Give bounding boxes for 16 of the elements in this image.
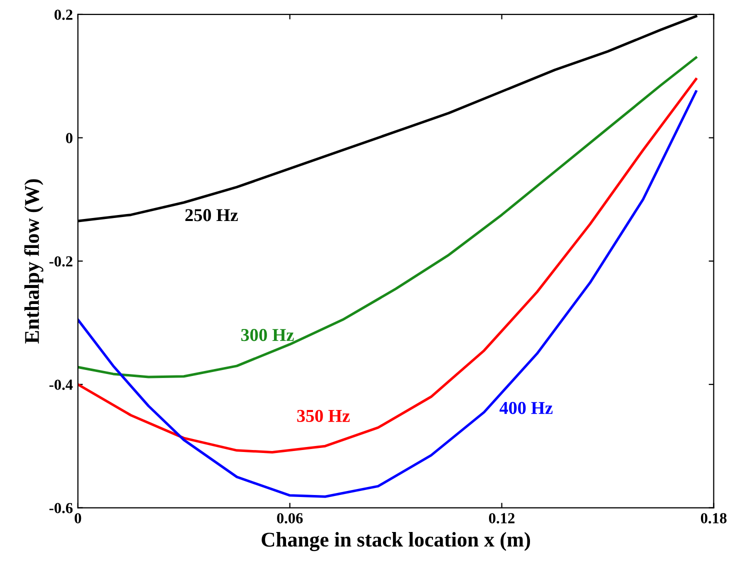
y-axis-title: Enthalpy flow (W) bbox=[24, 179, 44, 344]
series-label: 250 Hz bbox=[185, 209, 238, 222]
y-tick-label: 0.2 bbox=[54, 10, 72, 20]
series-label: 400 Hz bbox=[500, 402, 553, 414]
y-tick-label: 0 bbox=[66, 132, 72, 144]
x-tick-label: 0.18 bbox=[700, 513, 727, 524]
x-tick-label: 0 bbox=[74, 513, 82, 524]
y-tick-label: -0.4 bbox=[49, 380, 73, 390]
line-series bbox=[78, 56, 698, 378]
y-tick-label: -0.6 bbox=[49, 502, 73, 514]
series-label: 300 Hz bbox=[241, 328, 294, 342]
x-axis-title: Change in stack location x (m) bbox=[262, 532, 530, 552]
x-tick-label: 0.06 bbox=[277, 513, 303, 524]
series-label: 350 Hz bbox=[297, 410, 350, 422]
x-tick-label: 0.12 bbox=[488, 513, 514, 524]
y-tick-label: -0.2 bbox=[49, 256, 72, 267]
